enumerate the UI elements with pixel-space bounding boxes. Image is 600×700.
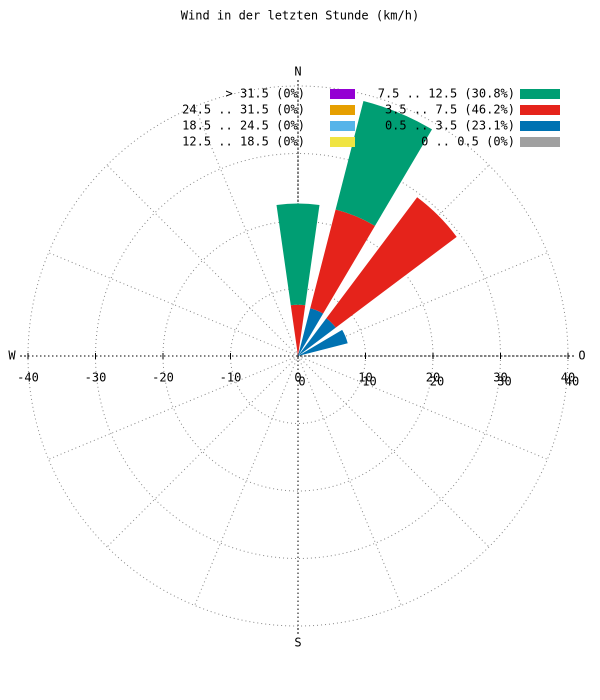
compass-north: N (294, 65, 301, 79)
legend-label: 0.5 .. 3.5 (23.1%) (385, 119, 515, 133)
wedge (298, 329, 348, 356)
wedge (298, 308, 324, 356)
x-tick-label: -30 (85, 371, 107, 385)
x-tick-label: -40 (17, 371, 39, 385)
wedge (298, 318, 336, 356)
grid-spoke (297, 355, 490, 548)
compass-east: O (578, 349, 585, 363)
legend-swatch (330, 105, 355, 115)
grid-spoke (48, 252, 299, 357)
r-tick-label: 0 (298, 375, 305, 389)
r-tick-label: 30 (497, 375, 511, 389)
x-tick-label: -20 (152, 371, 174, 385)
r-tick-label: 20 (430, 375, 444, 389)
chart-title: Wind in der letzten Stunde (km/h) (181, 9, 419, 23)
legend-label: 24.5 .. 31.5 (0%) (182, 103, 305, 117)
x-tick-label: 20 (426, 371, 440, 385)
legend-label: 3.5 .. 7.5 (46.2%) (385, 103, 515, 117)
legend-label: 12.5 .. 18.5 (0%) (182, 135, 305, 149)
legend-swatch (330, 89, 355, 99)
x-tick-label: -10 (220, 371, 242, 385)
compass-west: W (8, 349, 16, 363)
wedge (310, 209, 375, 314)
wedge (276, 203, 320, 306)
legend-label: 0 .. 0.5 (0%) (421, 135, 515, 149)
wedge (335, 101, 433, 226)
grid-spoke (297, 355, 402, 606)
grid-spoke (106, 164, 299, 357)
wedge (326, 197, 457, 328)
legend-swatch (520, 121, 560, 131)
wedge (290, 304, 306, 356)
legend-swatch (330, 121, 355, 131)
legend-swatch (330, 137, 355, 147)
legend-swatch (520, 137, 560, 147)
legend-swatch (520, 105, 560, 115)
x-tick-label: 0 (294, 371, 301, 385)
compass-south: S (294, 636, 301, 650)
x-tick-label: 40 (561, 371, 575, 385)
grid-spoke (106, 355, 299, 548)
x-tick-label: 10 (358, 371, 372, 385)
grid-spoke (297, 355, 548, 460)
grid-spoke (194, 355, 299, 606)
legend-label: > 31.5 (0%) (226, 87, 305, 101)
grid-spoke (194, 106, 299, 357)
r-tick-label: 40 (565, 375, 579, 389)
r-tick-label: 10 (362, 375, 376, 389)
grid-spoke (48, 355, 299, 460)
legend-swatch (520, 89, 560, 99)
legend-label: 18.5 .. 24.5 (0%) (182, 119, 305, 133)
x-tick-label: 30 (493, 371, 507, 385)
legend-label: 7.5 .. 12.5 (30.8%) (378, 87, 515, 101)
